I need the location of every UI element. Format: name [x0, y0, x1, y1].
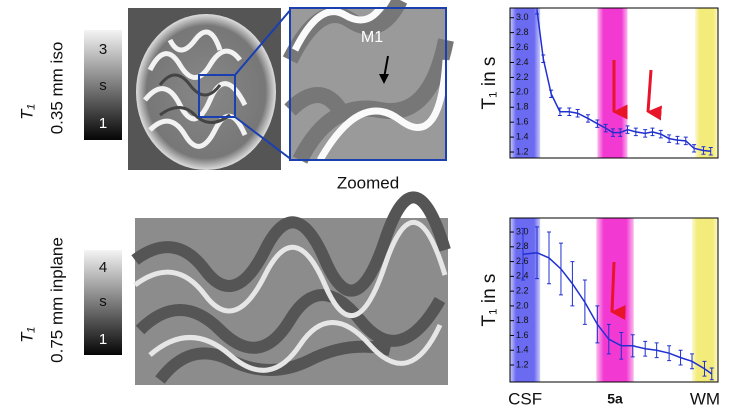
zoom-marker: M1: [361, 29, 383, 46]
series-line: [536, 10, 711, 153]
colorbar-max: 4: [99, 259, 107, 276]
region-band: [510, 218, 541, 382]
y-axis-label: T₁ in s: [479, 274, 500, 327]
x-region-label: WM: [690, 389, 720, 408]
region-band: [695, 8, 718, 158]
y-tick-label: 2.8: [516, 27, 529, 37]
y-tick-label: 2.0: [516, 87, 529, 97]
plot-area: [510, 218, 718, 382]
y-tick-label: 2.6: [516, 42, 529, 52]
x-region-label: 5a: [607, 391, 623, 407]
zoom-line: [234, 116, 293, 161]
colorbar-min: 1: [99, 115, 107, 132]
y-tick-label: 1.2: [516, 359, 529, 369]
y-tick-label: 1.8: [516, 102, 529, 112]
y-tick-label: 1.6: [516, 330, 529, 340]
y-tick-label: 1.4: [516, 131, 529, 141]
y-axis-label: T₁ in s: [479, 57, 500, 110]
region-band: [597, 8, 628, 158]
region-band: [510, 8, 541, 158]
annotation-arrow: [646, 69, 663, 121]
marker-arrowhead: [379, 74, 389, 84]
zoom-line: [234, 7, 293, 76]
colorbar-unit: s: [99, 293, 107, 310]
colorbar-max: 3: [99, 41, 107, 58]
inplane-image: [131, 191, 451, 385]
colorbar-unit: s: [99, 77, 107, 94]
y-tick-label: 2.0: [516, 300, 529, 310]
y-tick-label: 1.6: [516, 117, 529, 127]
colorbar: [84, 30, 122, 140]
row-symbol: T₁: [17, 327, 36, 343]
plot-area: [510, 8, 718, 158]
colorbar: [84, 250, 122, 355]
annotation-arrow: [610, 261, 626, 321]
colorbar-min: 1: [99, 331, 107, 348]
plot-frame: [509, 7, 719, 159]
y-tick-label: 2.8: [516, 241, 529, 251]
error-bar: [709, 367, 714, 381]
y-tick-label: 2.6: [516, 256, 529, 266]
y-tick-label: 2.4: [516, 57, 529, 67]
y-tick-label: 2.2: [516, 286, 529, 296]
y-tick-label: 2.4: [516, 271, 529, 281]
region-band: [692, 218, 718, 382]
zoom-label: Zoomed: [337, 173, 399, 192]
region-band: [596, 218, 634, 382]
series-line: [522, 251, 713, 375]
y-tick-label: 1.2: [516, 146, 529, 156]
y-tick-label: 2.2: [516, 72, 529, 82]
row-resolution: 0.75 mm inplane: [47, 237, 66, 363]
plot-frame: [509, 217, 719, 383]
row-symbol: T₁: [17, 104, 36, 120]
y-tick-label: 3.0: [516, 226, 529, 236]
y-tick-label: 3.0: [516, 12, 529, 22]
y-tick-label: 1.4: [516, 345, 529, 355]
y-tick-label: 1.8: [516, 315, 529, 325]
brain-image: [128, 8, 281, 170]
row-resolution: 0.35 mm iso: [47, 42, 66, 135]
zoom-image: [282, 0, 454, 164]
x-region-label: CSF: [508, 389, 542, 408]
